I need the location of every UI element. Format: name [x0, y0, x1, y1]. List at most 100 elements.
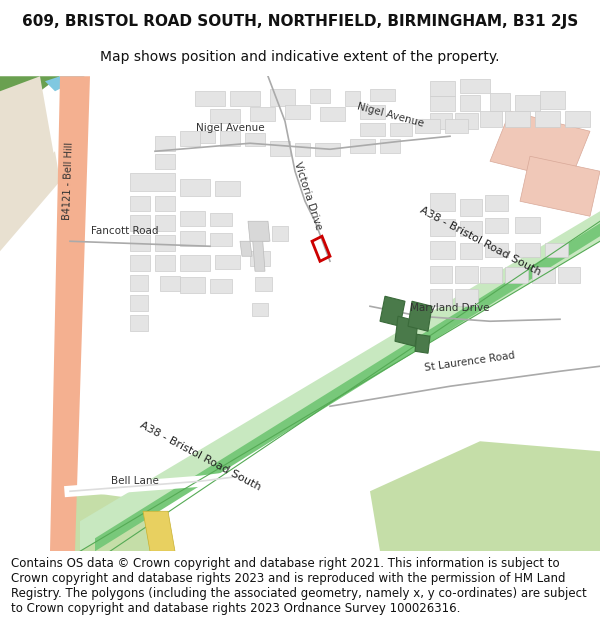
Polygon shape — [250, 226, 268, 241]
Polygon shape — [155, 215, 175, 231]
Polygon shape — [540, 91, 565, 109]
Polygon shape — [430, 241, 455, 259]
Polygon shape — [195, 91, 225, 106]
Polygon shape — [390, 123, 412, 136]
Polygon shape — [430, 81, 455, 96]
Text: A38 - Bristol Road South: A38 - Bristol Road South — [418, 205, 542, 278]
Text: 609, BRISTOL ROAD SOUTH, NORTHFIELD, BIRMINGHAM, B31 2JS: 609, BRISTOL ROAD SOUTH, NORTHFIELD, BIR… — [22, 14, 578, 29]
Polygon shape — [130, 275, 148, 291]
Polygon shape — [485, 195, 508, 211]
Polygon shape — [395, 316, 418, 346]
Polygon shape — [50, 76, 90, 551]
Polygon shape — [245, 133, 265, 146]
Polygon shape — [55, 491, 160, 551]
Polygon shape — [490, 93, 510, 111]
Polygon shape — [460, 95, 480, 111]
Polygon shape — [250, 107, 275, 121]
Polygon shape — [460, 243, 482, 259]
Polygon shape — [415, 119, 440, 133]
Polygon shape — [415, 334, 430, 353]
Polygon shape — [515, 217, 540, 233]
Polygon shape — [360, 105, 385, 119]
Polygon shape — [180, 278, 205, 293]
Text: Nigel Avenue: Nigel Avenue — [196, 123, 265, 133]
Polygon shape — [0, 76, 55, 241]
Polygon shape — [200, 131, 215, 143]
Polygon shape — [0, 151, 60, 251]
Polygon shape — [380, 139, 400, 153]
Polygon shape — [210, 109, 240, 123]
Polygon shape — [545, 243, 568, 258]
Polygon shape — [95, 223, 600, 551]
Text: Maryland Drive: Maryland Drive — [410, 303, 490, 313]
Polygon shape — [408, 301, 432, 331]
Polygon shape — [155, 136, 175, 151]
Polygon shape — [520, 156, 600, 216]
Polygon shape — [180, 131, 200, 146]
Polygon shape — [252, 303, 268, 316]
Polygon shape — [505, 268, 528, 283]
Text: Bell Lane: Bell Lane — [111, 476, 159, 486]
Polygon shape — [155, 235, 175, 251]
Polygon shape — [210, 233, 232, 246]
Polygon shape — [430, 289, 452, 306]
Polygon shape — [180, 211, 205, 226]
Polygon shape — [130, 215, 150, 231]
Polygon shape — [210, 213, 232, 226]
Polygon shape — [485, 218, 508, 233]
Text: Victoria Drive: Victoria Drive — [292, 161, 323, 231]
Polygon shape — [220, 131, 240, 146]
Polygon shape — [130, 315, 148, 331]
Polygon shape — [558, 268, 580, 283]
Polygon shape — [460, 221, 482, 236]
Polygon shape — [155, 255, 175, 271]
Polygon shape — [0, 76, 60, 121]
Text: St Laurence Road: St Laurence Road — [424, 351, 516, 373]
Polygon shape — [480, 111, 502, 128]
Polygon shape — [380, 296, 405, 326]
Polygon shape — [215, 181, 240, 196]
Polygon shape — [445, 119, 468, 133]
Polygon shape — [360, 123, 385, 136]
Polygon shape — [295, 143, 310, 156]
Polygon shape — [130, 295, 148, 311]
Polygon shape — [270, 141, 290, 156]
Polygon shape — [505, 111, 530, 128]
Polygon shape — [215, 255, 240, 269]
Polygon shape — [455, 266, 478, 283]
Polygon shape — [155, 196, 175, 211]
Polygon shape — [350, 139, 375, 153]
Polygon shape — [255, 278, 272, 291]
Polygon shape — [515, 95, 540, 111]
Text: Contains OS data © Crown copyright and database right 2021. This information is : Contains OS data © Crown copyright and d… — [11, 557, 587, 615]
Polygon shape — [210, 279, 232, 293]
Polygon shape — [272, 226, 288, 241]
Polygon shape — [345, 91, 360, 106]
Polygon shape — [130, 235, 150, 251]
Polygon shape — [430, 193, 455, 211]
Polygon shape — [130, 196, 150, 211]
Polygon shape — [180, 255, 210, 271]
Polygon shape — [430, 266, 452, 283]
Polygon shape — [180, 179, 210, 196]
Polygon shape — [130, 173, 175, 191]
Polygon shape — [230, 91, 260, 106]
Polygon shape — [455, 113, 478, 129]
Polygon shape — [143, 511, 175, 551]
Polygon shape — [490, 111, 590, 181]
Text: A38 - Bristol Road South: A38 - Bristol Road South — [138, 420, 262, 492]
Polygon shape — [320, 107, 345, 121]
Polygon shape — [310, 89, 330, 103]
Polygon shape — [248, 221, 270, 241]
Polygon shape — [535, 111, 560, 128]
Polygon shape — [565, 111, 590, 128]
Polygon shape — [430, 219, 455, 236]
Polygon shape — [370, 89, 395, 101]
Polygon shape — [252, 231, 265, 271]
Polygon shape — [460, 199, 482, 216]
Polygon shape — [155, 154, 175, 169]
Polygon shape — [430, 96, 455, 111]
Polygon shape — [250, 251, 270, 266]
Text: Nigel Avenue: Nigel Avenue — [356, 102, 424, 129]
Polygon shape — [130, 255, 150, 271]
